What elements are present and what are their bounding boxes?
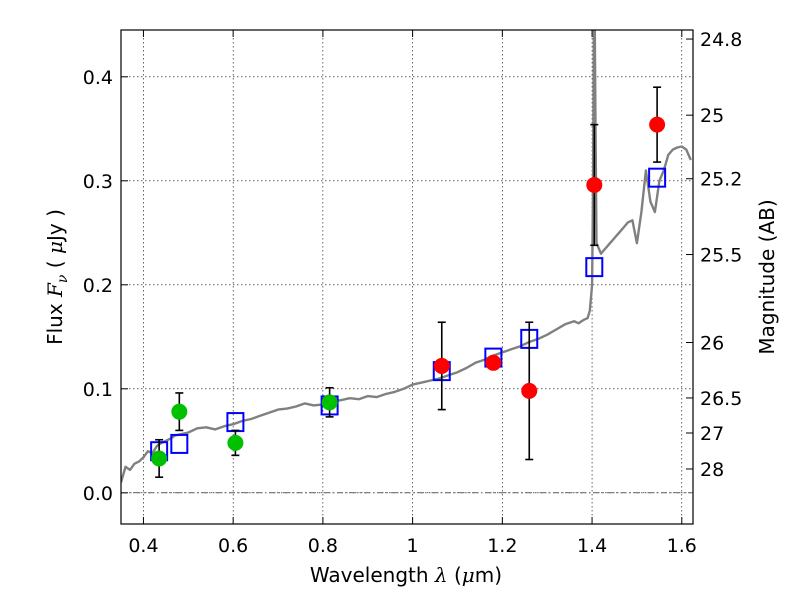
magnitude-tick-label: 26 xyxy=(700,333,724,355)
x-axis-label: Wavelength λ (μm) xyxy=(310,563,502,587)
x-tick-label: 1.4 xyxy=(577,535,607,557)
magnitude-tick-label: 25.2 xyxy=(700,169,742,191)
x-tick-label: 0.8 xyxy=(308,535,338,557)
x-tick-label: 0.6 xyxy=(218,535,248,557)
x-tick-label: 0.4 xyxy=(128,535,158,557)
x-tick-label: 1.6 xyxy=(667,535,697,557)
plot-area xyxy=(121,30,692,483)
model-flux-square xyxy=(170,433,189,454)
photometry-point xyxy=(649,116,666,133)
photometry-point xyxy=(586,176,603,193)
magnitude-axis-label: Magnitude (AB) xyxy=(755,199,779,354)
photometry-point xyxy=(171,403,188,420)
y-tick-label: 0.3 xyxy=(83,171,113,193)
y-axis-label: Flux Fν ( μJy ) xyxy=(43,209,71,345)
axis-ticks: 0.4 0.6 0.8 1 1.2 1.4 1.6 0.0 0.1 0.2 0.3 0.4 24.8 25… xyxy=(83,29,743,557)
magnitude-tick-label: 25.5 xyxy=(700,245,742,267)
x-tick-label: 1 xyxy=(407,535,419,557)
y-tick-label: 0.1 xyxy=(83,379,113,401)
photometry-point xyxy=(521,382,538,399)
y-tick-label: 0.4 xyxy=(83,67,113,89)
photometry-point xyxy=(227,434,244,451)
y-tick-label: 0.2 xyxy=(83,275,113,297)
model-flux-square xyxy=(648,167,667,188)
photometry-point xyxy=(321,394,338,411)
y-tick-label: 0.0 xyxy=(83,483,113,505)
model-sed-line xyxy=(121,30,692,483)
model-flux-square xyxy=(585,257,604,278)
magnitude-tick-label: 26.5 xyxy=(700,388,742,410)
photometry-point xyxy=(433,357,450,374)
magnitude-tick-label: 27 xyxy=(700,423,724,445)
x-tick-label: 1.2 xyxy=(487,535,517,557)
magnitude-tick-label: 28 xyxy=(700,459,724,481)
magnitude-tick-label: 24.8 xyxy=(700,29,742,51)
photometry-point xyxy=(151,450,168,467)
photometry-point xyxy=(485,354,502,371)
magnitude-tick-label: 25 xyxy=(700,105,724,127)
plot-background xyxy=(121,30,693,524)
plot-frame xyxy=(120,29,694,525)
